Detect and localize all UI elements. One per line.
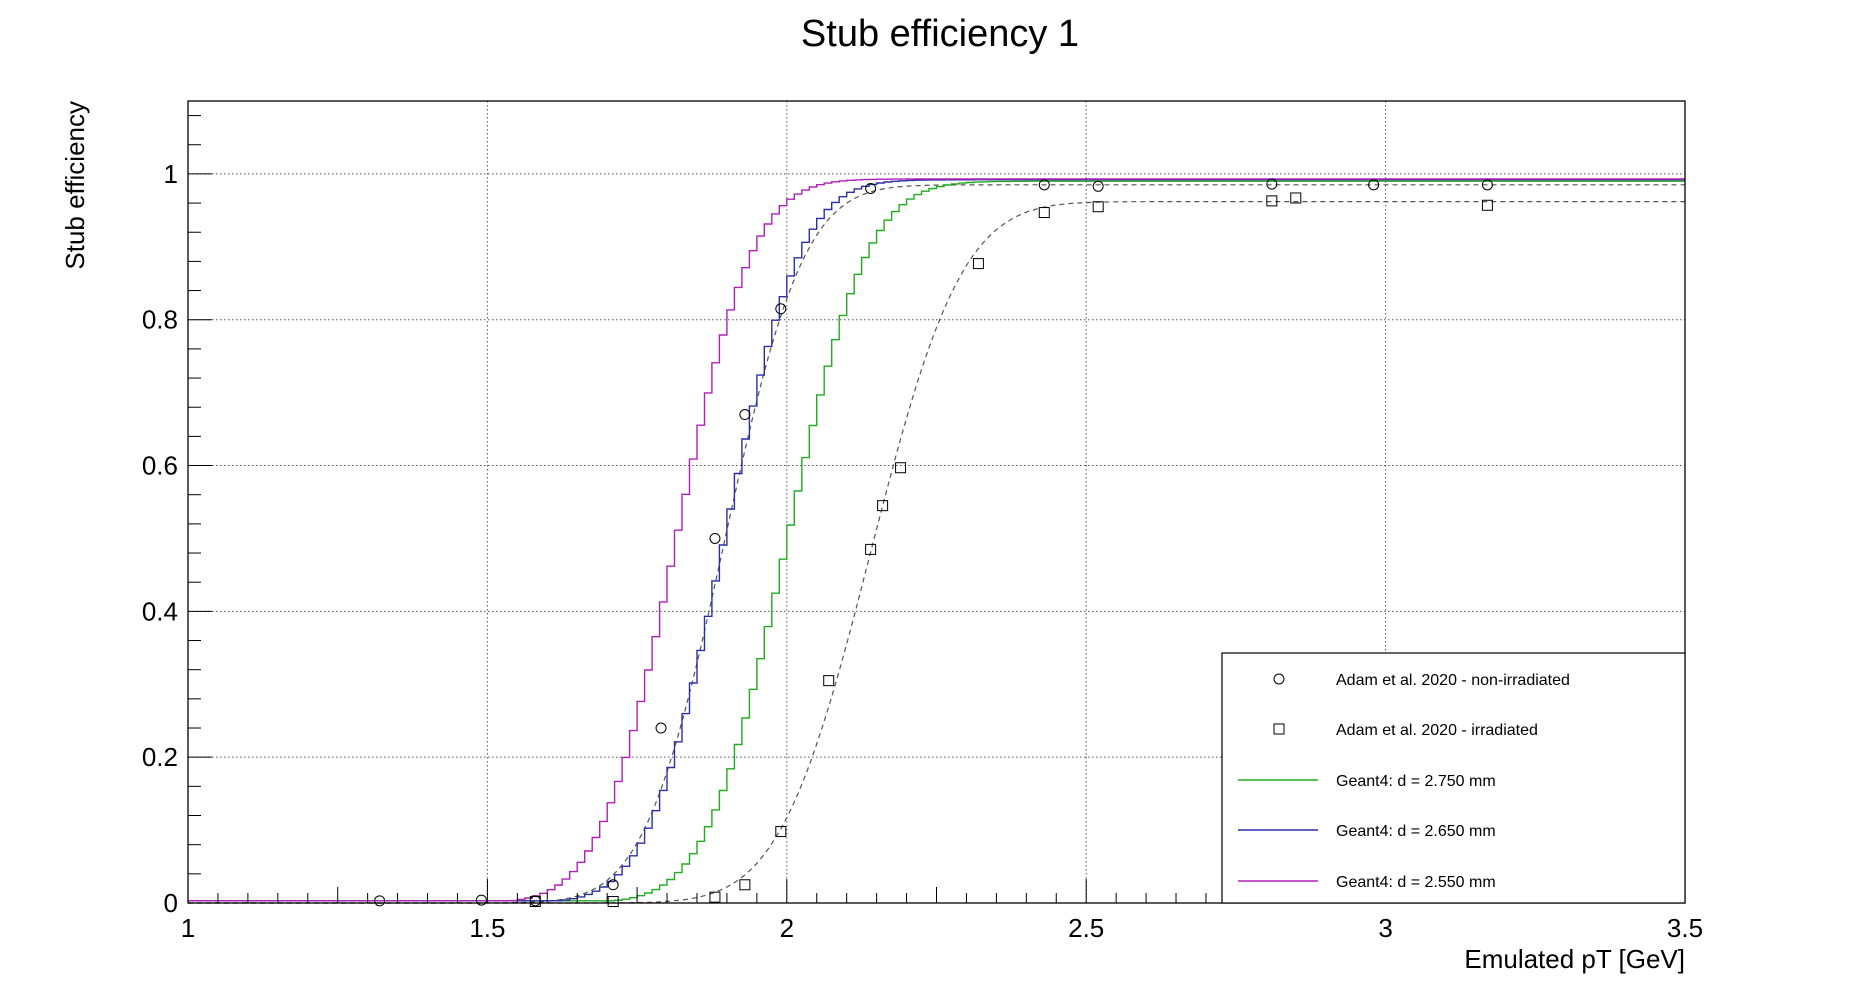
x-tick-label: 2: [780, 913, 794, 943]
data-point-square: [865, 543, 877, 555]
data-point-square: [607, 896, 619, 908]
data-point-square: [1290, 192, 1302, 204]
legend-circle-marker: [1273, 673, 1285, 685]
y-tick-label: 0: [164, 888, 178, 918]
data-point-circle: [655, 722, 667, 734]
data-point-square: [739, 879, 751, 891]
data-point-square: [709, 891, 721, 903]
data-point-circle: [475, 894, 487, 906]
legend-square-marker: [1273, 723, 1285, 735]
legend-label: Adam et al. 2020 - irradiated: [1336, 722, 1538, 739]
data-point-circle: [739, 409, 751, 421]
data-point-circle: [709, 532, 721, 544]
data-point-circle: [1481, 179, 1493, 191]
data-point-square: [877, 500, 889, 512]
data-point-square: [1092, 201, 1104, 213]
x-tick-label: 2.5: [1068, 913, 1104, 943]
data-point-square: [1038, 207, 1050, 219]
y-axis-title: Stub efficiency: [60, 101, 90, 270]
legend-label: Geant4: d = 2.650 mm: [1336, 823, 1496, 840]
data-point-circle: [1266, 178, 1278, 190]
x-tick-label: 3.5: [1667, 913, 1703, 943]
geant4-step-curve: [188, 178, 1685, 902]
data-point-square: [972, 258, 984, 270]
x-tick-label: 1.5: [469, 913, 505, 943]
chart-title: Stub efficiency 1: [801, 13, 1079, 55]
y-tick-label: 0.2: [142, 742, 178, 772]
y-tick-label: 1: [164, 159, 178, 189]
legend: Adam et al. 2020 - non-irradiated Adam et…: [1221, 652, 1686, 904]
data-point-square: [529, 896, 541, 908]
x-tick-label: 1: [181, 913, 195, 943]
fit-curve: [188, 201, 1685, 904]
data-point-circle: [1092, 180, 1104, 192]
data-point-circle: [1038, 179, 1050, 191]
x-axis-title: Emulated pT [GeV]: [1464, 944, 1685, 974]
y-tick-label: 0.8: [142, 305, 178, 335]
x-tick-label: 3: [1378, 913, 1392, 943]
data-point-circle: [775, 303, 787, 315]
legend-label: Geant4: d = 2.550 mm: [1336, 874, 1496, 891]
y-tick-label: 0.6: [142, 451, 178, 481]
data-point-square: [895, 462, 907, 474]
data-point-square: [823, 675, 835, 687]
tick-labels: 1 1.5 2 2.5 3 3.5 0 0.2 0.4 0.6 0.8 1: [142, 159, 1703, 943]
fit-curve: [188, 184, 1685, 904]
legend-box: [1221, 652, 1686, 904]
data-point-circle: [865, 182, 877, 194]
legend-label: Adam et al. 2020 - non-irradiated: [1336, 672, 1570, 689]
legend-label: Geant4: d = 2.750 mm: [1336, 773, 1496, 790]
data-point-square: [1266, 195, 1278, 207]
data-point-square: [775, 826, 787, 838]
data-point-circle: [607, 879, 619, 891]
data-point-square: [1481, 199, 1493, 211]
data-point-circle: [374, 895, 386, 907]
data-curves: [188, 178, 1685, 908]
y-tick-label: 0.4: [142, 596, 178, 626]
data-point-circle: [1368, 179, 1380, 191]
